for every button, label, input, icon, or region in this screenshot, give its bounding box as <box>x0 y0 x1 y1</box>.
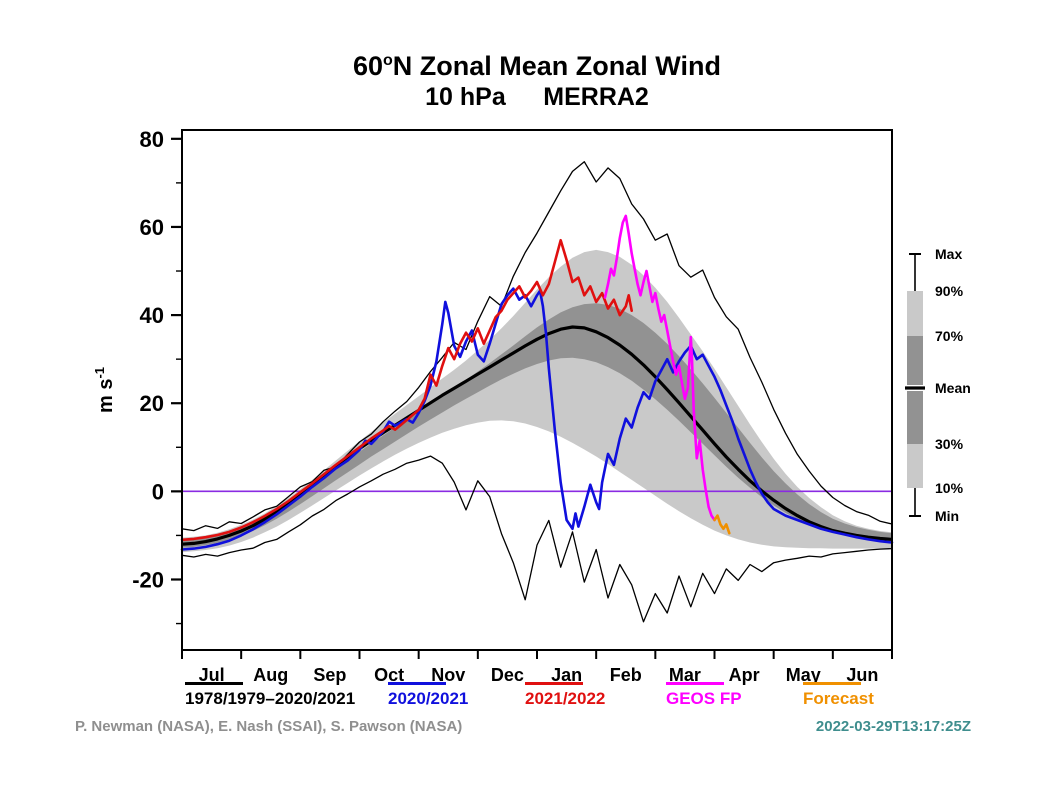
legend-label-2020-2021: 2020/2021 <box>388 689 469 708</box>
x-month-label: Jul <box>199 665 225 685</box>
title-degrees: 60 <box>352 51 383 81</box>
legend-label-geos-fp: GEOS FP <box>666 689 742 708</box>
legend-line-2020-2021 <box>388 682 446 685</box>
legend-item-forecast: Forecast <box>803 682 874 709</box>
y-tick-label: 20 <box>140 391 164 416</box>
x-month-label: Jun <box>846 665 878 685</box>
y-tick-label: -20 <box>132 567 164 592</box>
legend-item-2021-2022: 2021/2022 <box>525 682 605 709</box>
chart-title: 60oN Zonal Mean Zonal Wind 10 hPa MERRA2 <box>182 51 892 112</box>
x-month-label: Sep <box>313 665 346 685</box>
chart-title-line2: 10 hPa MERRA2 <box>425 82 649 111</box>
x-month-label: Feb <box>610 665 642 685</box>
credits-text: P. Newman (NASA), E. Nash (SSAI), S. Paw… <box>75 718 463 735</box>
series-forecast-line <box>713 514 731 535</box>
max-line <box>181 161 893 532</box>
legend-label-forecast: Forecast <box>803 689 874 708</box>
y-axis-label: m s-1 <box>92 367 117 413</box>
x-month-label: Oct <box>374 665 404 685</box>
legend-line-forecast <box>803 682 861 685</box>
x-month-label: Apr <box>729 665 760 685</box>
timestamp-text: 2022-03-29T13:17:25Z <box>815 718 971 735</box>
chart-title-line1: 60oN Zonal Mean Zonal Wind <box>182 51 892 82</box>
key-label-70: 70% <box>935 328 964 344</box>
legend-label-2021-2022: 2021/2022 <box>525 689 606 708</box>
band-10-90 <box>182 249 892 553</box>
x-month-label: Mar <box>669 665 701 685</box>
legend-line-2021-2022 <box>525 682 583 685</box>
key-label-90: 90% <box>935 283 964 299</box>
legend-item-climatology: 1978/1979–2020/2021 <box>185 682 355 709</box>
percentile-key: Max 90% 70% Mean 30% 10% Min <box>905 248 971 524</box>
legend-label-climatology: 1978/1979–2020/2021 <box>185 689 356 708</box>
x-month-label: Nov <box>431 665 465 685</box>
series-2021-2022-line <box>180 238 633 542</box>
legend-item-2020-2021: 2020/2021 <box>388 682 468 709</box>
key-band-70 <box>907 336 923 385</box>
x-month-label: Dec <box>491 665 524 685</box>
x-month-label: Aug <box>253 665 288 685</box>
key-label-min: Min <box>935 508 959 524</box>
key-band-30 <box>907 391 923 444</box>
y-tick-label: 80 <box>140 127 164 152</box>
key-band-10 <box>907 444 923 488</box>
y-tick-label: 60 <box>140 215 164 240</box>
x-month-label: Jan <box>551 665 582 685</box>
legend-line-climatology <box>185 682 243 685</box>
series-geos-fp-line <box>603 214 716 522</box>
key-label-max: Max <box>935 248 962 262</box>
x-month-label: May <box>786 665 821 685</box>
key-band-90 <box>907 291 923 336</box>
title-rest: N Zonal Mean Zonal Wind <box>392 51 722 81</box>
legend-item-geos-fp: GEOS FP <box>666 682 742 709</box>
y-tick-label: 40 <box>140 303 164 328</box>
min-line <box>181 455 893 623</box>
y-tick-label: 0 <box>152 479 164 504</box>
key-label-10: 10% <box>935 480 964 496</box>
key-label-mean: Mean <box>935 380 971 396</box>
title-degree-sup: o <box>383 52 393 69</box>
key-label-30: 30% <box>935 436 964 452</box>
legend-line-geos-fp <box>666 682 724 685</box>
